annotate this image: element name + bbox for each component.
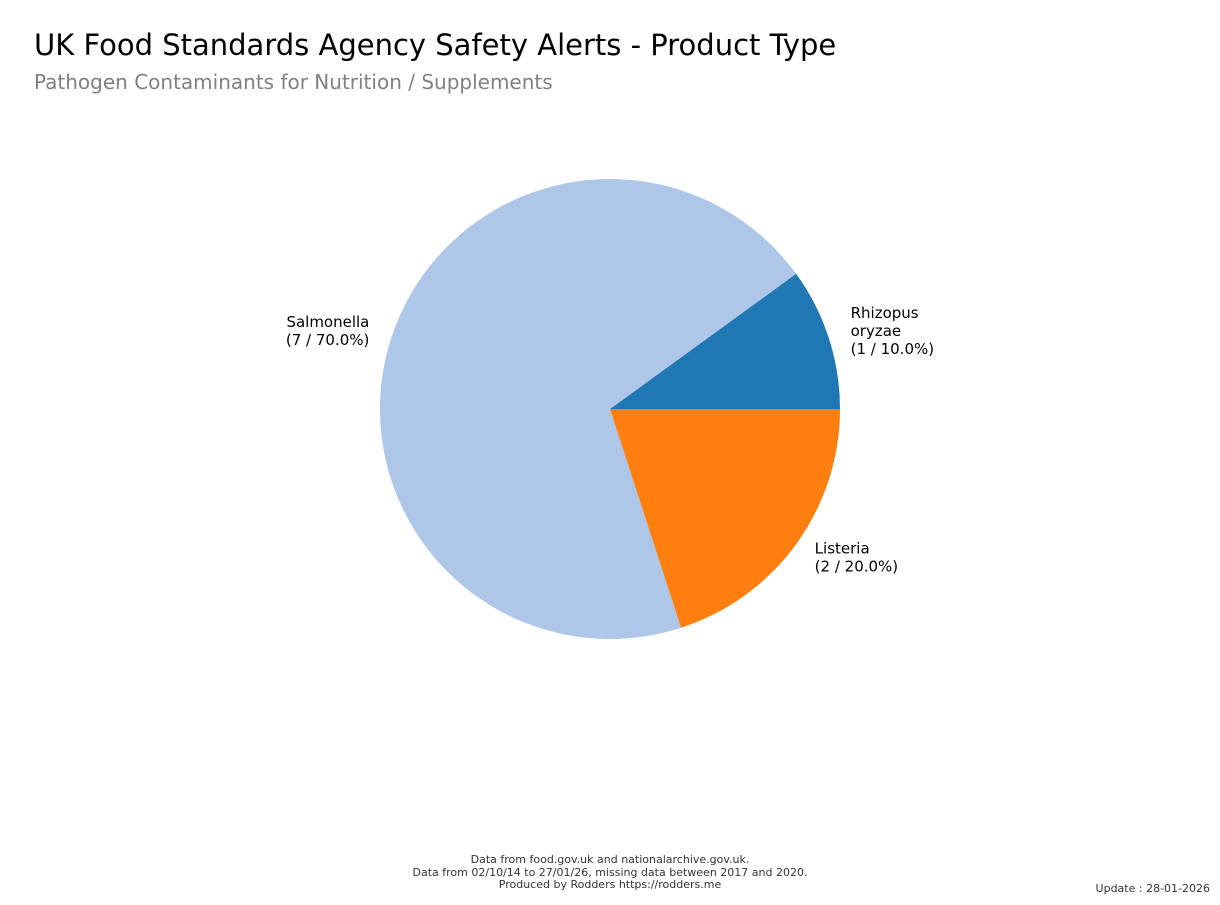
pie-slice-listeria — [610, 409, 840, 628]
slice-label-listeria: Listeria (2 / 20.0%) — [815, 540, 899, 576]
pie-slices — [379, 178, 840, 639]
slice-label-salmonella: Salmonella (7 / 70.0%) — [286, 313, 370, 349]
footer-line-producer: Produced by Rodders https://rodders.me — [498, 878, 722, 891]
pie-slice-salmonella — [379, 178, 797, 639]
chart-title: UK Food Standards Agency Safety Alerts -… — [34, 28, 837, 62]
footer-line-sources: Data from food.gov.uk and nationalarchiv… — [470, 853, 750, 866]
footer-credits: Data from food.gov.uk and nationalarchiv… — [0, 853, 1220, 892]
slice-label-rhizopus-oryzae: Rhizopus oryzae (1 / 10.0%) — [851, 304, 935, 358]
pie-slice-rhizopus-oryzae — [610, 273, 840, 409]
update-date: Update : 28-01-2026 — [1095, 882, 1210, 895]
footer-line-date-range: Data from 02/10/14 to 27/01/26, missing … — [412, 865, 808, 879]
pie-labels: Rhizopus oryzae (1 / 10.0%) Salmonella (7 / … — [286, 304, 934, 576]
chart-subtitle: Pathogen Contaminants for Nutrition / Su… — [34, 70, 553, 94]
